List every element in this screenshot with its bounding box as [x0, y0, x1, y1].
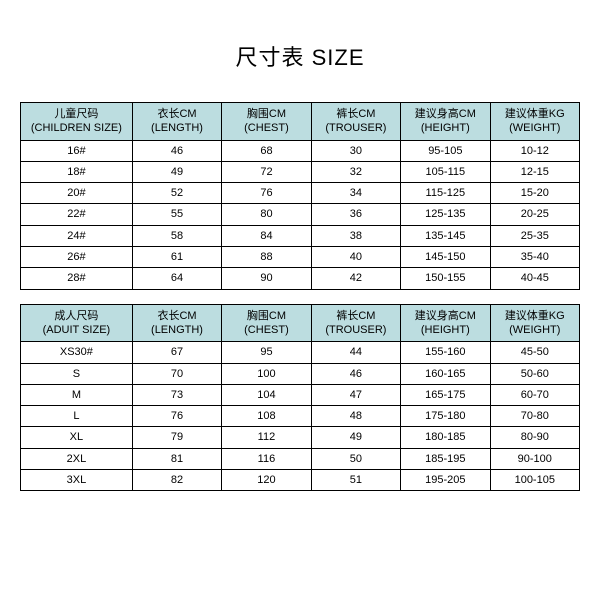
table-row: 20#527634115-12515-20 [21, 183, 580, 204]
table-row: L7610848175-18070-80 [21, 406, 580, 427]
page-title: 尺寸表 SIZE [20, 40, 580, 72]
col-header-size: 成人尺码(ADUIT SIZE) [21, 304, 133, 342]
table-row: 16#46683095-10510-12 [21, 140, 580, 161]
col-header-size: 儿童尺码(CHILDREN SIZE) [21, 103, 133, 141]
col-header-chest: 胸围CM(CHEST) [222, 103, 311, 141]
table-row: 18#497232105-11512-15 [21, 161, 580, 182]
table-spacer [20, 290, 580, 304]
adult-body: XS30#679544155-16045-50 S7010046160-1655… [21, 342, 580, 491]
table-row: M7310447165-17560-70 [21, 384, 580, 405]
table-row: XS30#679544155-16045-50 [21, 342, 580, 363]
col-header-weight: 建议体重KG(WEIGHT) [490, 103, 579, 141]
table-row: 22#558036125-13520-25 [21, 204, 580, 225]
table-row: XL7911249180-18580-90 [21, 427, 580, 448]
adult-header-row: 成人尺码(ADUIT SIZE) 衣长CM(LENGTH) 胸围CM(CHEST… [21, 304, 580, 342]
col-header-trouser: 裤长CM(TROUSER) [311, 304, 400, 342]
col-header-height: 建议身高CM(HEIGHT) [401, 103, 490, 141]
table-row: 26#618840145-15035-40 [21, 247, 580, 268]
table-row: 3XL8212051195-205100-105 [21, 470, 580, 491]
children-size-table: 儿童尺码(CHILDREN SIZE) 衣长CM(LENGTH) 胸围CM(CH… [20, 102, 580, 290]
col-header-length: 衣长CM(LENGTH) [132, 304, 221, 342]
col-header-length: 衣长CM(LENGTH) [132, 103, 221, 141]
table-row: 2XL8111650185-19590-100 [21, 448, 580, 469]
col-header-weight: 建议体重KG(WEIGHT) [490, 304, 579, 342]
adult-size-table: 成人尺码(ADUIT SIZE) 衣长CM(LENGTH) 胸围CM(CHEST… [20, 304, 580, 492]
children-header-row: 儿童尺码(CHILDREN SIZE) 衣长CM(LENGTH) 胸围CM(CH… [21, 103, 580, 141]
col-header-chest: 胸围CM(CHEST) [222, 304, 311, 342]
children-body: 16#46683095-10510-12 18#497232105-11512-… [21, 140, 580, 289]
col-header-height: 建议身高CM(HEIGHT) [401, 304, 490, 342]
table-row: 28#649042150-15540-45 [21, 268, 580, 289]
col-header-trouser: 裤长CM(TROUSER) [311, 103, 400, 141]
table-row: 24#588438135-14525-35 [21, 225, 580, 246]
size-chart-page: 尺寸表 SIZE 儿童尺码(CHILDREN SIZE) 衣长CM(LENGTH… [0, 0, 600, 600]
table-row: S7010046160-16550-60 [21, 363, 580, 384]
